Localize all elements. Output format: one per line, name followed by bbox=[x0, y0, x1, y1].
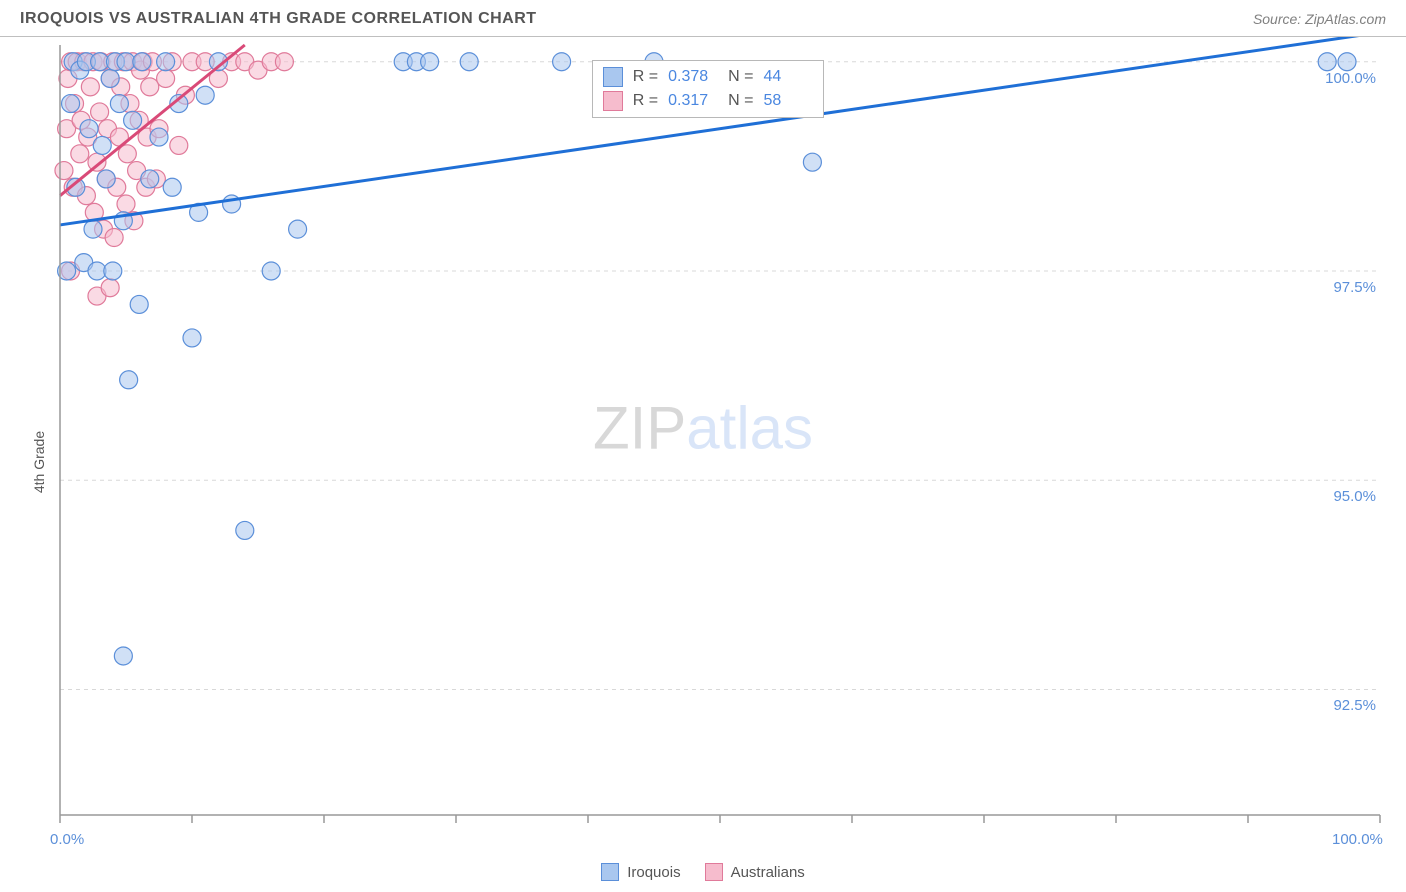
chart-header: IROQUOIS VS AUSTRALIAN 4TH GRADE CORRELA… bbox=[0, 0, 1406, 37]
y-grid-label: 95.0% bbox=[1316, 488, 1376, 505]
scatter-chart bbox=[0, 37, 1406, 855]
y-grid-label: 100.0% bbox=[1316, 70, 1376, 87]
legend-swatch bbox=[705, 863, 723, 881]
x-axis-label: 0.0% bbox=[50, 831, 84, 848]
legend-item: Australians bbox=[705, 863, 805, 881]
x-axis-label: 100.0% bbox=[1332, 831, 1383, 848]
legend-swatch bbox=[603, 67, 623, 87]
legend-row: R =0.378N =44 bbox=[603, 65, 814, 89]
legend-swatch bbox=[601, 863, 619, 881]
y-axis-label: 4th Grade bbox=[31, 431, 47, 493]
chart-source: Source: ZipAtlas.com bbox=[1253, 11, 1386, 27]
legend-row: R =0.317N =58 bbox=[603, 89, 814, 113]
series-legend: Iroquois Australians bbox=[0, 863, 1406, 881]
chart-area: 4th Grade ZIPatlas R =0.378N =44R =0.317… bbox=[0, 37, 1406, 887]
y-grid-label: 97.5% bbox=[1316, 279, 1376, 296]
chart-title: IROQUOIS VS AUSTRALIAN 4TH GRADE CORRELA… bbox=[20, 10, 537, 28]
legend-item: Iroquois bbox=[601, 863, 680, 881]
correlation-legend: R =0.378N =44R =0.317N =58 bbox=[592, 60, 825, 118]
y-grid-label: 92.5% bbox=[1316, 697, 1376, 714]
legend-swatch bbox=[603, 91, 623, 111]
